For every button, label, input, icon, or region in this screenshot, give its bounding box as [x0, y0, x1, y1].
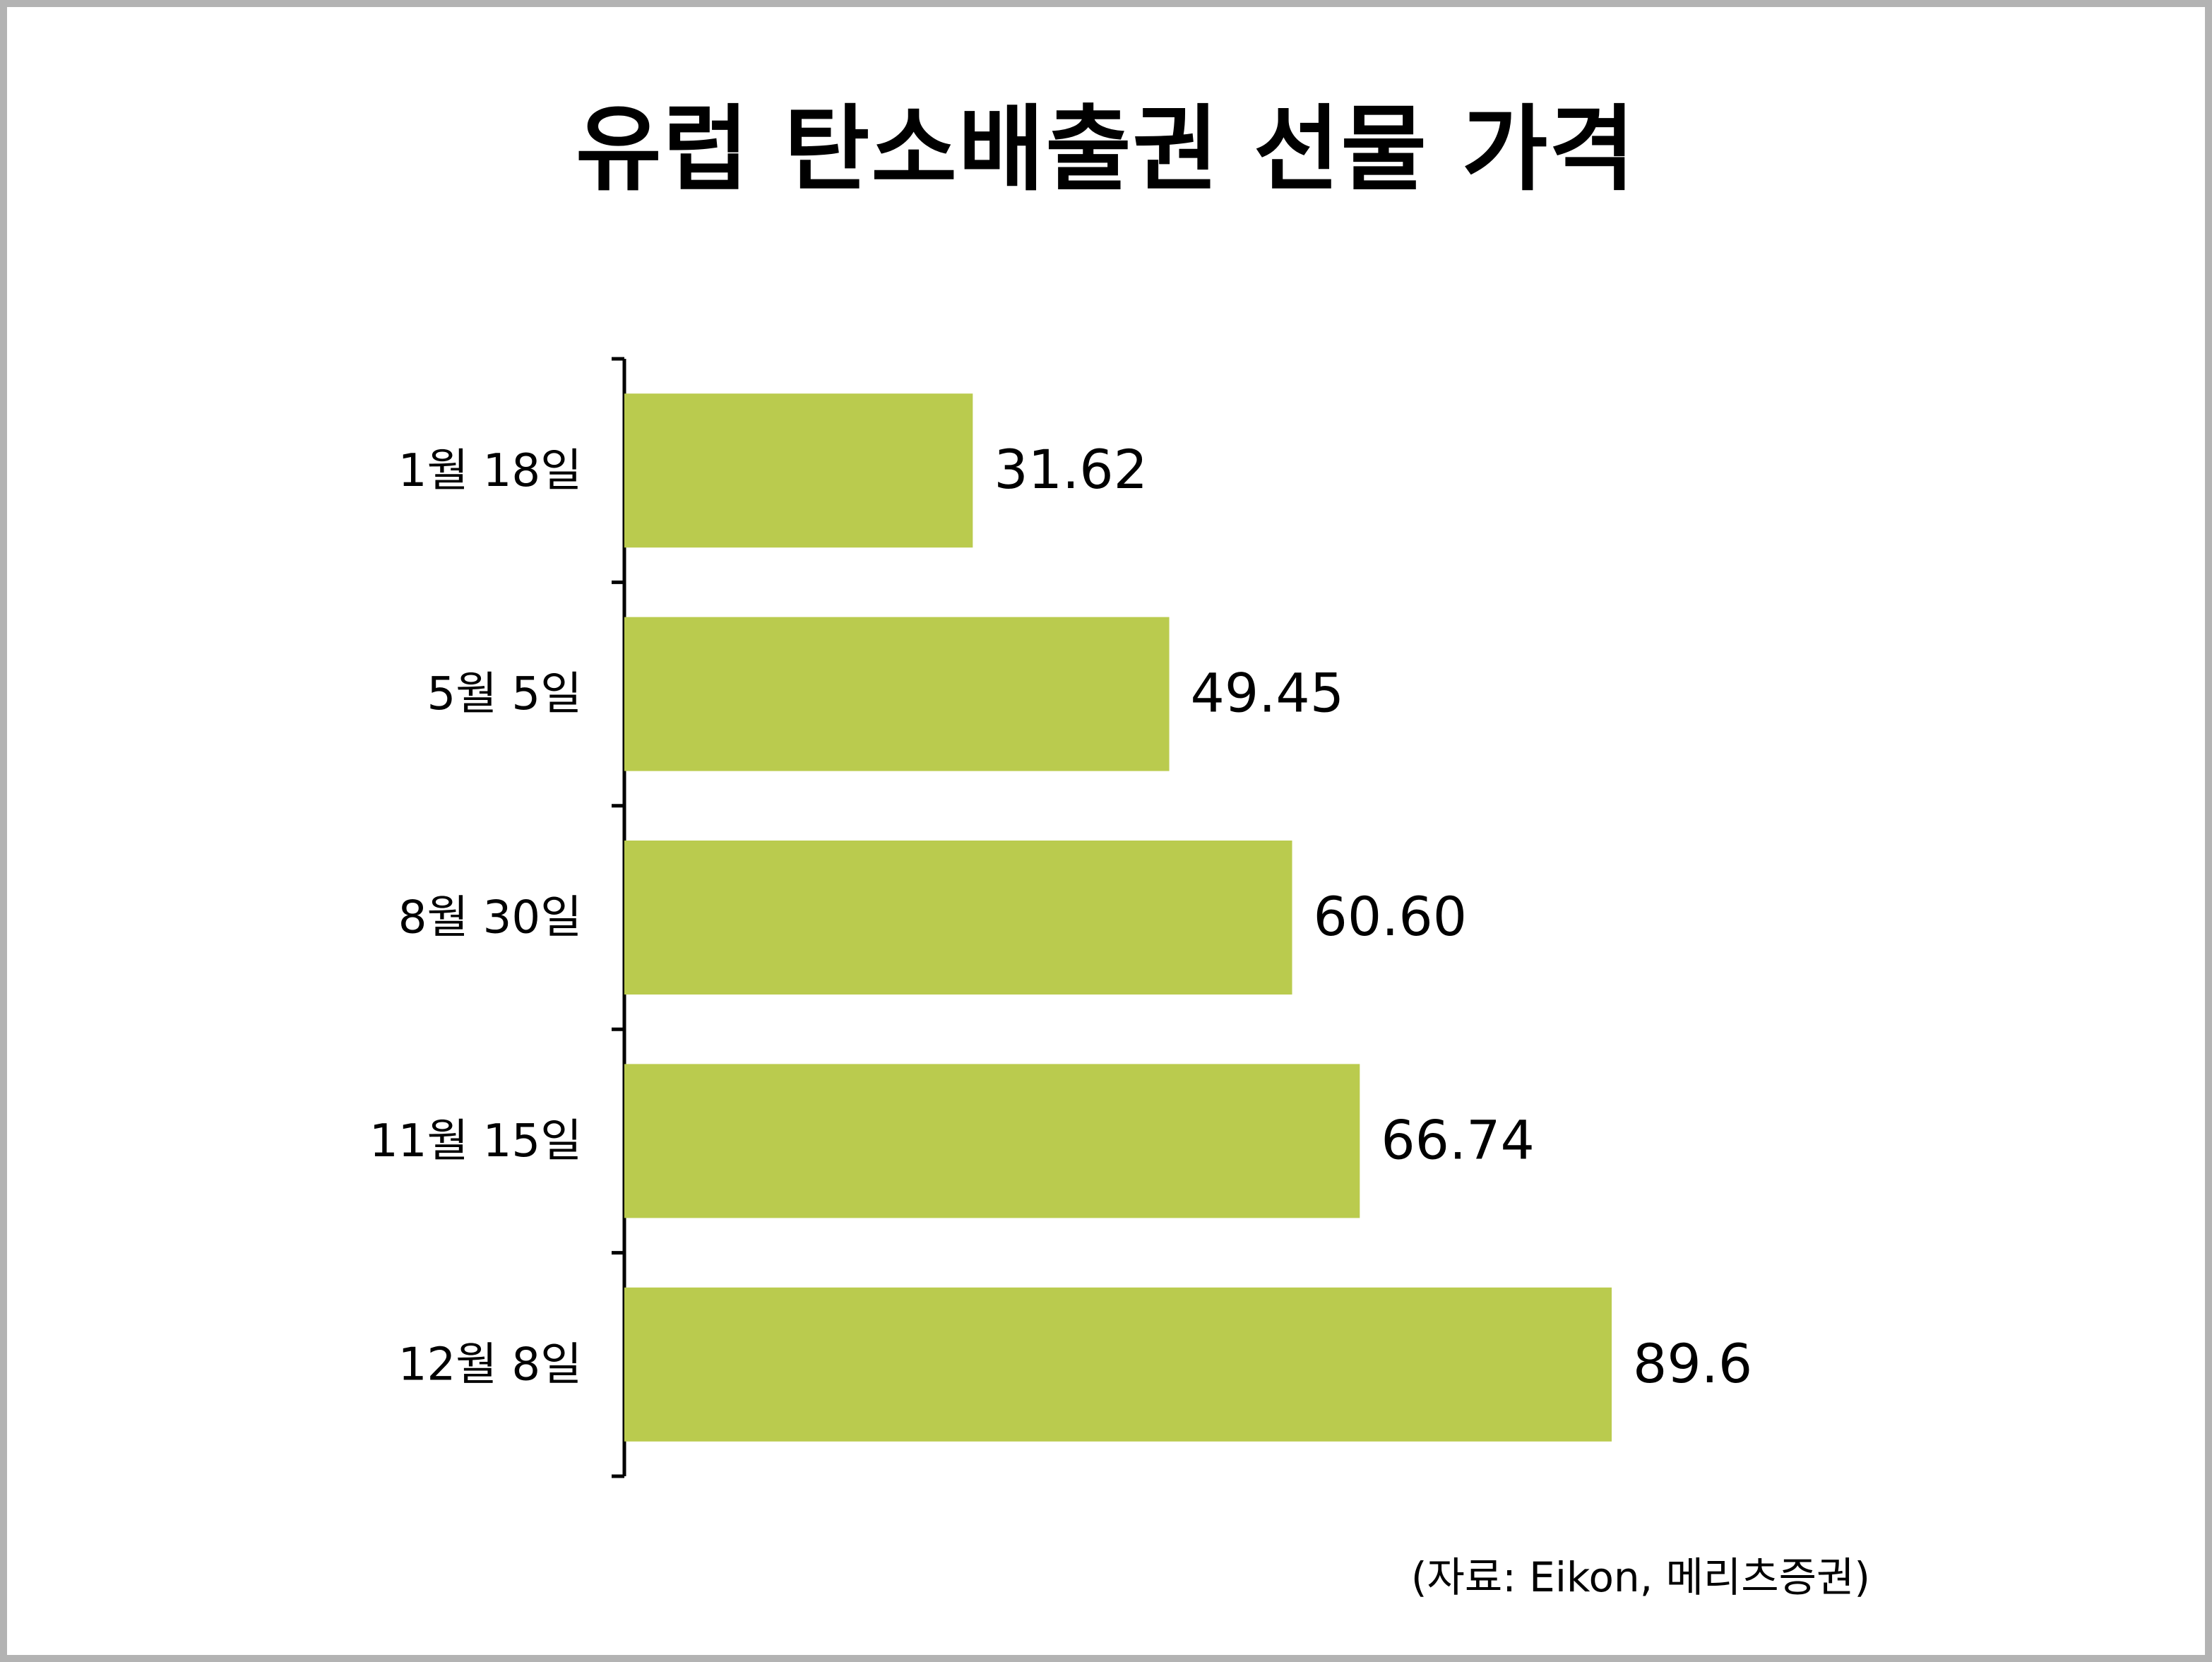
- source-note: (자료: Eikon, 메리츠증권): [1410, 1553, 1870, 1601]
- bar: [624, 1287, 1612, 1442]
- data-label: 66.74: [1381, 1108, 1535, 1171]
- bar: [624, 841, 1292, 995]
- chart-title: 유럽 탄소배출권 선물 가격: [576, 95, 1636, 204]
- bar: [624, 617, 1170, 771]
- data-label: 31.62: [994, 438, 1148, 501]
- y-tick-label: 12월 8일: [398, 1338, 582, 1391]
- y-tick-label: 11월 15일: [369, 1115, 582, 1168]
- y-tick-label: 8월 30일: [398, 892, 582, 944]
- data-label: 49.45: [1191, 662, 1345, 725]
- data-label: 60.60: [1314, 885, 1468, 948]
- y-tick-label: 5월 5일: [427, 668, 582, 720]
- data-label: 89.6: [1633, 1332, 1752, 1395]
- bar: [624, 1064, 1360, 1218]
- y-tick-label: 1월 18일: [398, 445, 582, 497]
- bar: [624, 393, 973, 548]
